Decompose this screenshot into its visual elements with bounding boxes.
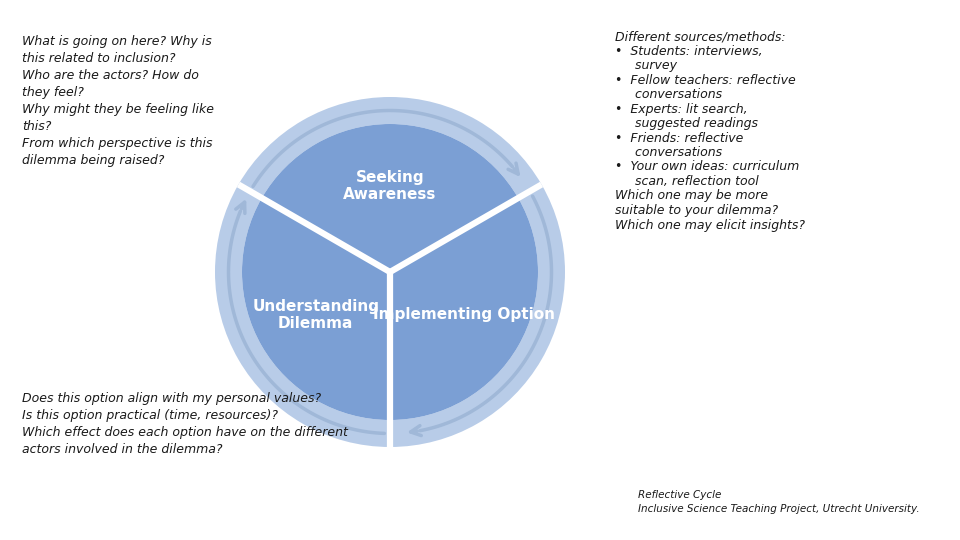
Text: •  Fellow teachers: reflective: • Fellow teachers: reflective [615, 73, 796, 86]
Text: conversations: conversations [615, 88, 722, 101]
Text: Different sources/methods:: Different sources/methods: [615, 30, 785, 43]
Wedge shape [390, 185, 565, 447]
Text: scan, reflection tool: scan, reflection tool [615, 175, 758, 188]
Text: Inclusive Science Teaching Project, Utrecht University.: Inclusive Science Teaching Project, Utre… [638, 504, 920, 514]
Text: •  Your own ideas: curriculum: • Your own ideas: curriculum [615, 160, 800, 173]
Wedge shape [215, 185, 390, 447]
Text: •  Friends: reflective: • Friends: reflective [615, 132, 743, 145]
Text: conversations: conversations [615, 146, 722, 159]
Wedge shape [242, 198, 390, 420]
Wedge shape [238, 97, 541, 198]
Text: suggested readings: suggested readings [615, 117, 758, 130]
Text: suitable to your dilemma?: suitable to your dilemma? [615, 204, 779, 217]
Text: •  Students: interviews,: • Students: interviews, [615, 44, 762, 57]
Text: Reflective Cycle: Reflective Cycle [638, 490, 721, 500]
Text: Seeking
Awareness: Seeking Awareness [344, 170, 437, 202]
Text: Which one may elicit insights?: Which one may elicit insights? [615, 219, 805, 232]
Text: Implementing Option: Implementing Option [373, 307, 555, 322]
Text: Does this option align with my personal values?
Is this option practical (time, : Does this option align with my personal … [22, 392, 348, 456]
Wedge shape [390, 198, 538, 420]
Wedge shape [262, 124, 518, 272]
Text: •  Experts: lit search,: • Experts: lit search, [615, 103, 748, 116]
Text: What is going on here? Why is
this related to inclusion?
Who are the actors? How: What is going on here? Why is this relat… [22, 35, 214, 167]
Text: Which one may be more: Which one may be more [615, 190, 768, 202]
Text: survey: survey [615, 59, 677, 72]
Text: Understanding
Dilemma: Understanding Dilemma [252, 299, 379, 331]
